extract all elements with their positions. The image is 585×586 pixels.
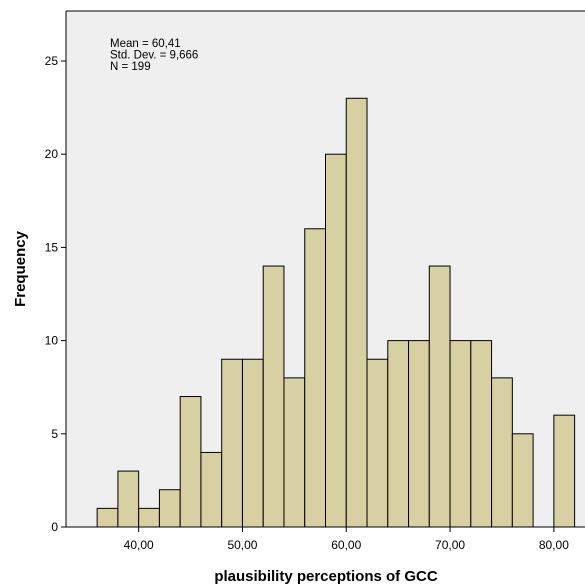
y-tick-label: 25: [45, 54, 59, 68]
y-tick-label: 20: [45, 147, 59, 161]
histogram-bar: [470, 340, 493, 528]
x-tick-label: 70,00: [435, 538, 465, 552]
histogram-bar: [449, 340, 472, 528]
y-ticks-group: 0 5 10 15 20 25: [45, 54, 66, 534]
histogram-bar: [283, 377, 306, 528]
x-tick-label: 50,00: [227, 538, 257, 552]
histogram-bar: [262, 265, 285, 528]
y-tick-label: 5: [51, 427, 58, 441]
histogram-bar: [325, 153, 347, 528]
histogram-bar: [366, 358, 389, 528]
histogram-bar: [345, 97, 368, 528]
stats-line: N = 199: [110, 61, 151, 73]
histogram-bar: [138, 507, 160, 528]
histogram-bar: [221, 358, 243, 528]
histogram-bar: [511, 433, 534, 528]
histogram-bar: [96, 507, 119, 528]
histogram-bar: [387, 340, 410, 528]
x-tick-label: 60,00: [331, 538, 361, 552]
y-tick-label: 15: [45, 240, 59, 254]
x-tick-label: 40,00: [124, 538, 154, 552]
y-tick-label: 10: [45, 334, 59, 348]
histogram-bar: [304, 228, 326, 528]
histogram-bar: [179, 396, 202, 528]
x-axis-title: plausibility perceptions of GCC: [214, 568, 438, 585]
histogram-bar: [491, 377, 513, 528]
histogram-bar: [241, 358, 264, 528]
x-tick-label: 80,00: [539, 538, 569, 552]
histogram-bar: [200, 451, 223, 528]
stats-line: Std. Dev. = 9,666: [110, 50, 198, 62]
x-ticks-group: 40,00 50,00 60,00 70,00 80,00: [124, 527, 569, 552]
histogram-bar: [158, 489, 181, 528]
histogram-bar: [117, 470, 140, 528]
histogram-bar: [408, 340, 430, 528]
stats-line: Mean = 60,41: [110, 38, 181, 50]
y-tick-label: 0: [51, 520, 58, 534]
histogram-bar: [428, 265, 451, 528]
histogram-bar: [553, 414, 576, 528]
y-axis-title: Frequency: [12, 230, 29, 307]
